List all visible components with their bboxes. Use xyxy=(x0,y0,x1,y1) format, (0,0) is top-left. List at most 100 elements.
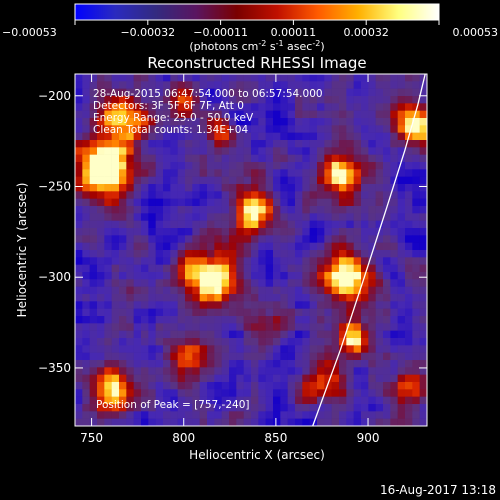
image-pixel xyxy=(420,338,428,346)
image-pixel xyxy=(324,89,332,97)
image-pixel xyxy=(273,118,281,126)
image-pixel xyxy=(420,96,428,104)
image-pixel xyxy=(207,74,215,82)
image-pixel xyxy=(134,213,142,221)
image-pixel xyxy=(383,169,391,177)
image-pixel xyxy=(141,338,149,346)
image-pixel xyxy=(251,235,259,243)
image-pixel xyxy=(354,316,362,324)
image-pixel xyxy=(141,147,149,155)
image-pixel xyxy=(332,419,340,427)
image-pixel xyxy=(207,411,215,419)
image-pixel xyxy=(368,140,376,148)
image-pixel xyxy=(302,140,310,148)
image-pixel xyxy=(119,375,127,383)
image-pixel xyxy=(376,287,384,295)
image-pixel xyxy=(156,272,164,280)
image-pixel xyxy=(126,243,134,251)
image-pixel xyxy=(82,316,90,324)
image-pixel xyxy=(390,140,398,148)
image-pixel xyxy=(310,367,318,375)
image-pixel xyxy=(126,169,134,177)
image-pixel xyxy=(310,221,318,229)
image-pixel xyxy=(251,323,259,331)
image-pixel xyxy=(141,191,149,199)
image-pixel xyxy=(398,375,406,383)
image-pixel xyxy=(310,250,318,258)
image-pixel xyxy=(339,81,347,89)
image-pixel xyxy=(398,279,406,287)
image-pixel xyxy=(214,389,222,397)
image-pixel xyxy=(332,331,340,339)
image-pixel xyxy=(141,360,149,368)
image-pixel xyxy=(324,96,332,104)
image-pixel xyxy=(368,155,376,163)
image-pixel xyxy=(368,191,376,199)
image-pixel xyxy=(302,243,310,251)
image-pixel xyxy=(170,279,178,287)
image-pixel xyxy=(236,294,244,302)
image-pixel xyxy=(90,169,98,177)
image-pixel xyxy=(229,316,237,324)
image-pixel xyxy=(214,177,222,185)
image-pixel xyxy=(178,411,186,419)
image-pixel xyxy=(280,206,288,214)
image-pixel xyxy=(266,118,274,126)
image-pixel xyxy=(295,169,303,177)
image-pixel xyxy=(97,228,105,236)
image-pixel xyxy=(97,235,105,243)
image-pixel xyxy=(236,228,244,236)
image-pixel xyxy=(361,155,369,163)
image-pixel xyxy=(354,404,362,412)
image-pixel xyxy=(82,309,90,317)
image-pixel xyxy=(126,162,134,170)
image-pixel xyxy=(280,309,288,317)
image-pixel xyxy=(97,199,105,207)
image-pixel xyxy=(405,184,413,192)
image-pixel xyxy=(398,103,406,111)
image-pixel xyxy=(405,228,413,236)
image-pixel xyxy=(244,235,252,243)
image-pixel xyxy=(104,243,112,251)
image-pixel xyxy=(383,89,391,97)
image-pixel xyxy=(200,419,208,427)
image-pixel xyxy=(251,331,259,339)
image-pixel xyxy=(134,323,142,331)
image-pixel xyxy=(170,294,178,302)
image-pixel xyxy=(163,206,171,214)
image-pixel xyxy=(141,155,149,163)
image-pixel xyxy=(178,323,186,331)
image-pixel xyxy=(324,287,332,295)
image-pixel xyxy=(200,331,208,339)
image-pixel xyxy=(368,309,376,317)
image-pixel xyxy=(339,353,347,361)
image-pixel xyxy=(192,191,200,199)
image-pixel xyxy=(185,191,193,199)
image-pixel xyxy=(317,367,325,375)
image-pixel xyxy=(324,191,332,199)
image-pixel xyxy=(332,382,340,390)
image-pixel xyxy=(229,360,237,368)
image-pixel xyxy=(90,265,98,273)
image-pixel xyxy=(192,162,200,170)
image-pixel xyxy=(273,375,281,383)
image-pixel xyxy=(207,272,215,280)
image-pixel xyxy=(383,331,391,339)
image-pixel xyxy=(236,74,244,82)
image-pixel xyxy=(390,89,398,97)
image-pixel xyxy=(390,81,398,89)
image-pixel xyxy=(90,221,98,229)
image-pixel xyxy=(383,323,391,331)
image-pixel xyxy=(112,272,120,280)
image-pixel xyxy=(258,419,266,427)
image-pixel xyxy=(310,265,318,273)
image-pixel xyxy=(383,272,391,280)
image-pixel xyxy=(317,103,325,111)
image-pixel xyxy=(368,360,376,368)
image-pixel xyxy=(376,323,384,331)
image-pixel xyxy=(192,301,200,309)
image-pixel xyxy=(119,199,127,207)
image-pixel xyxy=(178,265,186,273)
image-pixel xyxy=(200,140,208,148)
image-pixel xyxy=(361,287,369,295)
